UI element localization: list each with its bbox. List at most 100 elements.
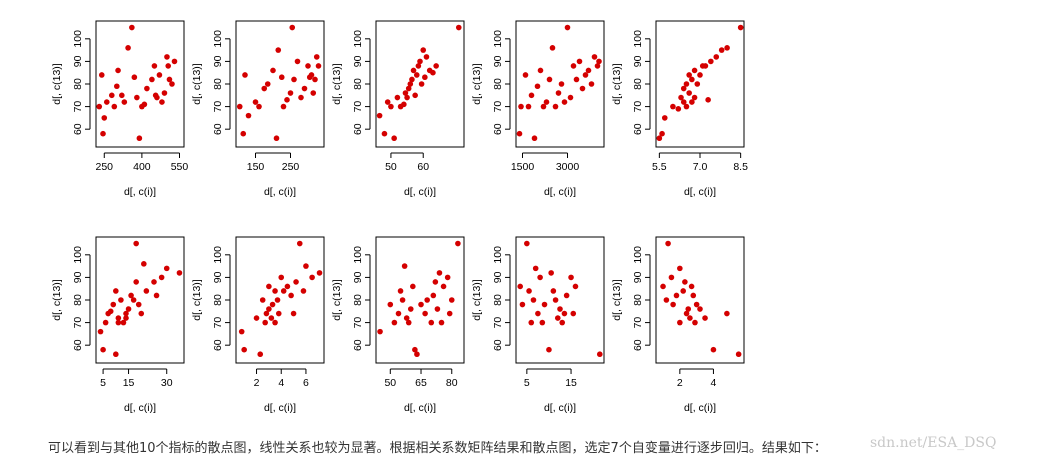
data-point [171, 58, 178, 65]
data-point [675, 106, 682, 112]
plot-frame [235, 236, 325, 364]
data-point [153, 292, 160, 299]
y-tick-label: 60 [212, 123, 224, 135]
y-tick-label: 100 [72, 30, 84, 48]
data-point [540, 103, 547, 110]
data-point [596, 58, 602, 65]
scatter-panel-6: 60 70 80 90 100 5 15 30 d[, c(i)] d[, c(13)] [51, 236, 185, 414]
x-tick-label: 550 [171, 161, 189, 173]
data-point [530, 297, 537, 303]
data-point [252, 99, 259, 105]
data-point [418, 301, 424, 308]
data-point [156, 72, 163, 78]
data-point [301, 85, 308, 92]
data-point [518, 103, 524, 110]
data-point [548, 270, 554, 276]
data-point [303, 263, 309, 269]
data-point [141, 261, 147, 267]
data-point [407, 306, 414, 312]
data-point [294, 58, 301, 65]
y-tick-label: 80 [632, 78, 644, 90]
data-point [682, 279, 688, 285]
data-point [253, 315, 260, 321]
data-point [377, 328, 383, 335]
data-point [522, 72, 529, 78]
data-point [164, 54, 170, 60]
y-tick-label: 100 [72, 246, 84, 264]
data-point [413, 72, 420, 78]
data-point [278, 74, 285, 81]
x-tick-label: 50 [384, 377, 396, 389]
data-point [552, 103, 559, 110]
data-point [412, 92, 418, 99]
data-point [125, 45, 131, 51]
x-axis-title: d[, c(i)] [544, 402, 576, 414]
y-tick-label: 80 [212, 294, 224, 306]
data-point [388, 103, 394, 110]
scatter-panel-10: 60 70 80 90 100 2 4 d[, c(i)] d[, c(13)] [611, 236, 745, 414]
data-point [558, 81, 565, 87]
x-tick-label: 65 [415, 377, 427, 389]
data-point [236, 103, 243, 110]
y-axis-title: d[, c(13)] [471, 279, 483, 321]
data-point [266, 283, 272, 290]
data-point [561, 99, 568, 105]
y-tick-label: 80 [352, 294, 364, 306]
data-point [391, 135, 397, 142]
data-point [238, 328, 245, 335]
data-point [278, 274, 285, 281]
data-point [163, 265, 170, 272]
data-point [107, 308, 114, 315]
x-tick-label: 250 [96, 161, 114, 173]
scatter-panel-1: 60 70 80 90 100 250 400 550 d[, c(i)] d[, c(13)] [51, 20, 189, 198]
data-point [582, 72, 589, 78]
data-point [100, 130, 106, 137]
x-tick-label: 60 [417, 161, 429, 173]
x-axis-title: d[, c(i)] [684, 402, 716, 414]
data-point [261, 85, 268, 92]
y-tick-label: 60 [632, 339, 644, 351]
data-point [677, 265, 683, 272]
y-tick-label: 90 [632, 271, 644, 283]
data-point [683, 310, 690, 317]
x-axis-title: d[, c(i)] [404, 402, 436, 414]
data-point [688, 283, 695, 290]
data-point [417, 58, 423, 65]
data-point [440, 283, 447, 290]
x-tick-label: 50 [385, 161, 397, 173]
data-point [668, 274, 675, 281]
data-point [274, 297, 281, 303]
y-tick-label: 70 [212, 317, 224, 329]
data-point [403, 315, 410, 321]
data-point [444, 274, 451, 281]
data-point [680, 99, 687, 105]
data-point [670, 301, 676, 308]
watermark-text: sdn.net/ESA_DSQ [870, 435, 997, 451]
data-point [433, 63, 439, 69]
data-point [115, 315, 122, 321]
data-point [394, 94, 401, 101]
data-point [673, 292, 680, 299]
data-point [687, 315, 693, 321]
data-point [134, 94, 140, 101]
x-axis-title: d[, c(i)] [124, 402, 156, 414]
data-point [275, 47, 282, 53]
data-point [401, 101, 407, 108]
data-point [120, 319, 127, 326]
x-axis-title: d[, c(i)] [684, 186, 716, 198]
data-point [691, 67, 698, 74]
data-point [266, 306, 272, 312]
y-tick-label: 60 [352, 339, 364, 351]
data-point [280, 288, 287, 294]
data-point [310, 90, 317, 96]
data-point [130, 297, 137, 303]
data-point [395, 310, 402, 317]
data-point [133, 279, 139, 285]
plot-frame [95, 20, 185, 148]
data-point [683, 81, 690, 87]
x-tick-label: 5 [524, 377, 530, 389]
y-tick-label: 70 [492, 317, 504, 329]
data-point [557, 306, 563, 312]
scatter-panel-2: 60 70 80 90 100 150 250 d[, c(i)] d[, c(13)] [191, 20, 325, 198]
